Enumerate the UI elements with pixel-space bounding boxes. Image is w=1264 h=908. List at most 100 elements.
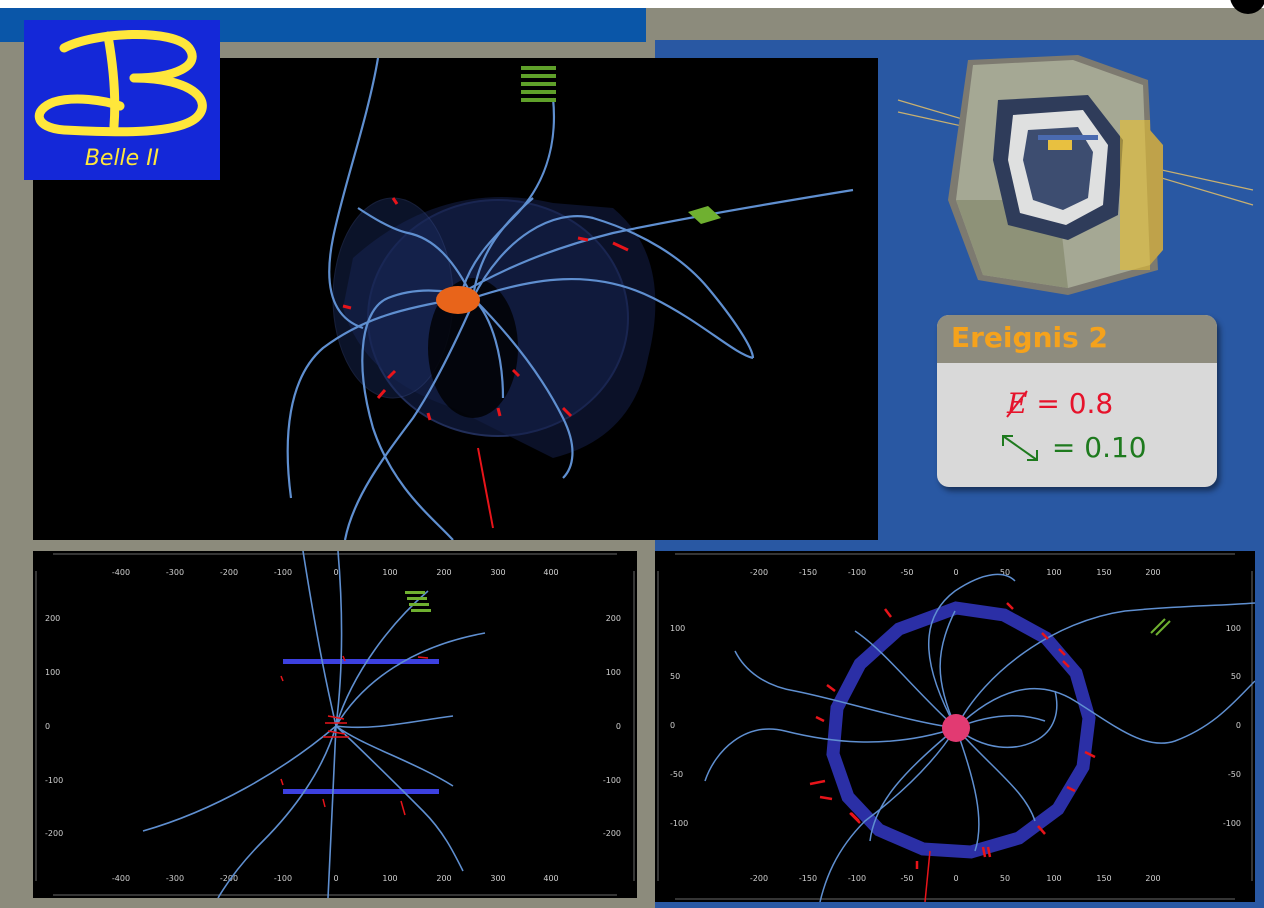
front-view-canvas: -200 -150 -100 -50 0 50 100 150 200 -200…	[657, 553, 1255, 902]
event-title: Ereignis 2	[951, 321, 1108, 354]
front-x-tick: 200	[1145, 874, 1160, 883]
klm-hits-3d	[521, 66, 721, 224]
front-x-tick: -100	[848, 874, 866, 883]
side-y-tick: 200	[45, 614, 60, 623]
front-view-detector-ring	[826, 601, 1096, 859]
side-y-tick: 100	[606, 668, 621, 677]
event-display-3d-canvas	[286, 58, 854, 540]
front-view-ruler	[657, 553, 1253, 900]
side-x-tick: 100	[382, 568, 397, 577]
side-x-tick: -200	[220, 874, 238, 883]
event-info-header	[937, 315, 1217, 363]
side-x-tick: 300	[490, 568, 505, 577]
side-view-y-axis-left: 200 100 0 -100 -200	[45, 614, 63, 838]
side-y-tick: -100	[45, 776, 63, 785]
front-view-x-axis-bottom: -200 -150 -100 -50 0 50 100 150 200	[750, 874, 1161, 883]
front-x-tick: 150	[1096, 568, 1111, 577]
distance-line: = 0.10	[999, 431, 1147, 466]
event-display-front-view[interactable]: -200 -150 -100 -50 0 50 100 150 200 -200…	[655, 551, 1255, 902]
side-y-tick: 0	[45, 722, 50, 731]
side-view-detector	[283, 659, 439, 794]
front-view-klm-hits	[1150, 618, 1171, 636]
side-x-tick: 400	[543, 568, 558, 577]
corner-decoration	[1230, 0, 1264, 14]
missing-energy-line: E = 0.8	[1006, 387, 1114, 420]
side-view-x-axis-bottom: -400 -300 -200 -100 0 100 200 300 400	[112, 874, 559, 883]
side-y-tick: 100	[45, 668, 60, 677]
front-y-tick: 100	[670, 624, 685, 633]
front-x-tick: -50	[900, 874, 913, 883]
front-view-x-axis-top: -200 -150 -100 -50 0 50 100 150 200	[750, 568, 1161, 577]
tracks-3d	[286, 58, 854, 540]
front-x-tick: 100	[1046, 568, 1061, 577]
side-x-tick: 0	[333, 874, 338, 883]
front-view-vertex	[942, 714, 970, 742]
front-x-tick: 200	[1145, 568, 1160, 577]
front-y-tick: 50	[1231, 672, 1241, 681]
side-x-tick: -400	[112, 874, 130, 883]
front-x-tick: 150	[1096, 874, 1111, 883]
distance-value: = 0.10	[1051, 431, 1147, 464]
side-x-tick: -100	[274, 874, 292, 883]
front-y-tick: -100	[670, 819, 688, 828]
front-y-tick: 100	[1226, 624, 1241, 633]
side-y-tick: -200	[603, 829, 621, 838]
front-x-tick: 100	[1046, 874, 1061, 883]
front-y-tick: -50	[1228, 770, 1241, 779]
detector-illustration	[888, 50, 1258, 300]
side-x-tick: 0	[333, 568, 338, 577]
side-view-canvas: -400 -300 -200 -100 0 100 200 300 400 -4…	[35, 551, 635, 898]
side-y-tick: 200	[606, 614, 621, 623]
belle2-logo-mark	[34, 30, 207, 137]
front-x-tick: 50	[1000, 874, 1010, 883]
side-y-tick: -200	[45, 829, 63, 838]
belle2-logo-text: Belle II	[84, 146, 160, 171]
side-x-tick: 100	[382, 874, 397, 883]
bottom-strip	[0, 898, 655, 908]
front-view-hits	[809, 602, 1096, 902]
event-display-3d[interactable]	[33, 58, 878, 540]
event-display-side-view[interactable]: -400 -300 -200 -100 0 100 200 300 400 -4…	[33, 551, 637, 898]
front-view-tracks	[704, 573, 1255, 902]
interaction-vertex-3d	[436, 286, 480, 314]
side-x-tick: -400	[112, 568, 130, 577]
side-x-tick: 200	[436, 568, 451, 577]
slash-icon	[1006, 390, 1028, 418]
event-info-box: Ereignis 2 E = 0.8 = 0.10	[937, 315, 1217, 487]
front-y-tick: 50	[670, 672, 680, 681]
calorimeter-hits-3d	[342, 197, 629, 529]
front-x-tick: -100	[848, 568, 866, 577]
header-gray-strip	[646, 8, 1264, 42]
side-x-tick: 300	[490, 874, 505, 883]
front-x-tick: 0	[953, 874, 958, 883]
front-y-tick: 0	[670, 721, 675, 730]
front-y-tick: 0	[1236, 721, 1241, 730]
front-y-tick: -50	[670, 770, 683, 779]
side-view-ruler	[35, 553, 635, 896]
side-x-tick: -300	[166, 568, 184, 577]
front-x-tick: -50	[900, 568, 913, 577]
side-y-tick: -100	[603, 776, 621, 785]
front-x-tick: 0	[953, 568, 958, 577]
front-view-y-axis-left: 100 50 0 -50 -100	[670, 624, 688, 828]
front-x-tick: -200	[750, 874, 768, 883]
side-y-tick: 0	[616, 722, 621, 731]
side-view-y-axis-right: 200 100 0 -100 -200	[603, 614, 621, 838]
missing-energy-value: = 0.8	[1036, 387, 1114, 420]
side-view-klm-hits	[405, 591, 431, 612]
top-margin	[0, 0, 1264, 8]
front-view-y-axis-right: 100 50 0 -50 -100	[1223, 624, 1241, 828]
front-x-tick: -150	[799, 568, 817, 577]
double-arrow-icon	[1002, 435, 1038, 461]
side-x-tick: -200	[220, 568, 238, 577]
side-view-hits	[280, 655, 429, 816]
front-y-tick: -100	[1223, 819, 1241, 828]
front-x-tick: -200	[750, 568, 768, 577]
event-info-box-background	[937, 315, 1217, 487]
front-x-tick: -150	[799, 874, 817, 883]
side-x-tick: -300	[166, 874, 184, 883]
side-x-tick: 200	[436, 874, 451, 883]
front-x-tick: 50	[1000, 568, 1010, 577]
belle2-logo: Belle II	[24, 20, 220, 180]
side-view-x-axis-top: -400 -300 -200 -100 0 100 200 300 400	[112, 568, 559, 577]
